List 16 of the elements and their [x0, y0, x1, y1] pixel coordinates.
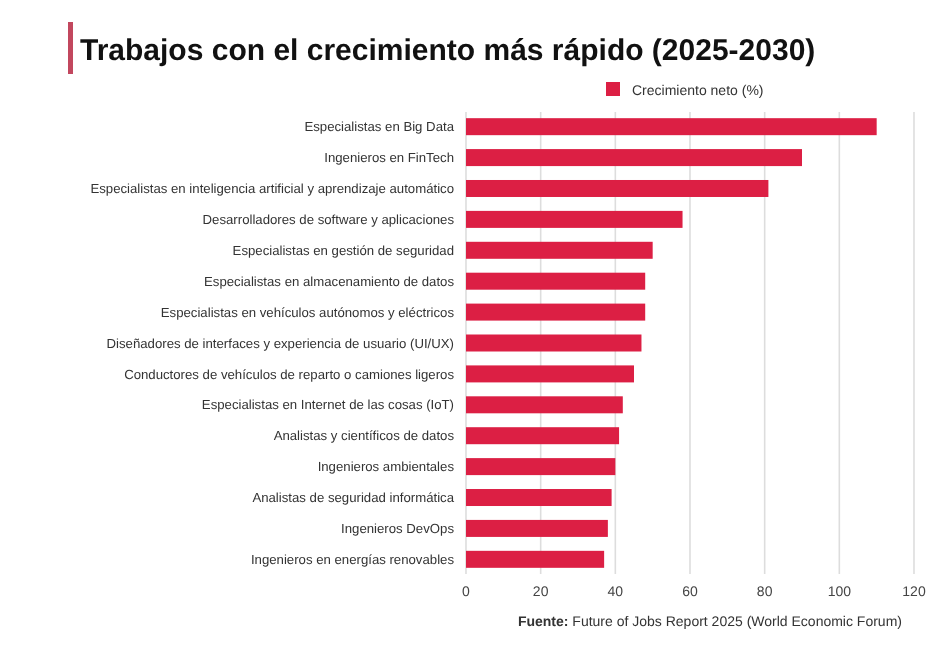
bar	[466, 334, 642, 352]
bar	[466, 272, 646, 290]
chart-title: Trabajos con el crecimiento más rápido (2025-2030)	[80, 34, 816, 68]
bar	[466, 149, 802, 167]
bar	[466, 550, 605, 568]
bar	[466, 458, 616, 476]
bar	[466, 303, 646, 321]
bar	[466, 210, 683, 228]
bar	[466, 489, 612, 507]
bar	[466, 427, 620, 445]
bar	[466, 118, 877, 136]
bar	[466, 179, 769, 197]
bar	[466, 519, 608, 537]
bar	[466, 241, 653, 259]
bar	[466, 396, 623, 414]
bar	[466, 365, 634, 383]
